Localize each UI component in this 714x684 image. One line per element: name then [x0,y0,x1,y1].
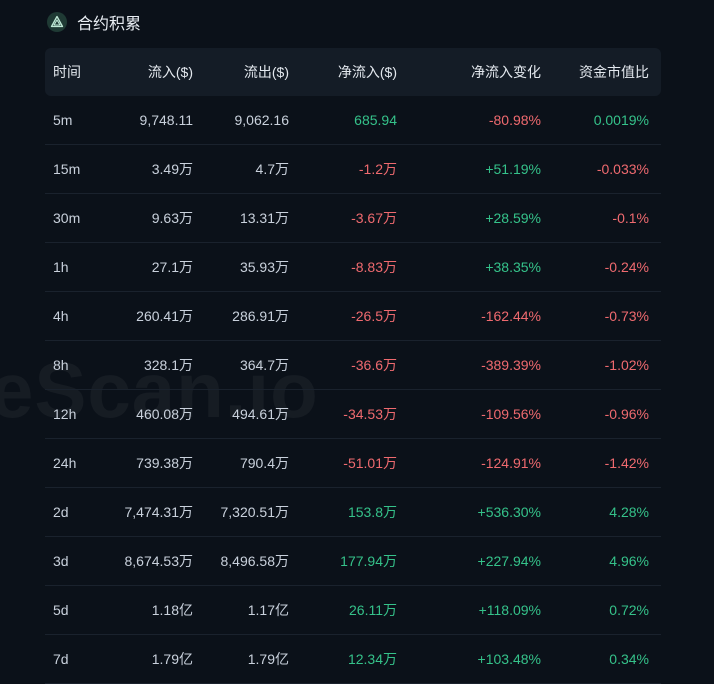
table-row: 3d 8,674.53万 8,496.58万 177.94万 +227.94% 4.96% [45,537,661,586]
cell-time: 4h [53,308,69,324]
cell-net-inflow-change: +28.59% [485,210,541,226]
cell-outflow: 35.93万 [239,259,289,275]
cell-inflow: 739.38万 [136,455,193,471]
cell-time: 24h [53,455,77,471]
cell-net-inflow: -1.2万 [358,161,397,177]
cell-fund-mcap-ratio: -0.033% [596,161,649,177]
cell-inflow: 260.41万 [136,308,193,324]
table-row: 12h 460.08万 494.61万 -34.53万 -109.56% -0.96% [45,390,661,439]
table-row: 15m 3.49万 4.7万 -1.2万 +51.19% -0.033% [45,145,661,194]
cell-net-inflow-change: -162.44% [481,308,541,324]
cell-net-inflow-change: +227.94% [477,553,541,569]
cell-fund-mcap-ratio: 0.0019% [593,112,649,128]
cell-outflow: 1.79亿 [247,651,289,667]
column-header-fund-mcap-ratio: 资金市值比 [579,64,649,80]
cell-net-inflow: 12.34万 [347,651,397,667]
cell-net-inflow-change: -389.39% [481,357,541,373]
cell-fund-mcap-ratio: -0.96% [604,406,649,422]
table-row: 2d 7,474.31万 7,320.51万 153.8万 +536.30% 4.28% [45,488,661,537]
cell-inflow: 9,748.11 [139,112,193,128]
column-header-outflow: 流出($) [243,64,289,80]
cell-inflow: 1.79亿 [151,651,193,667]
cell-time: 8h [53,357,69,373]
cell-net-inflow-change: -109.56% [481,406,541,422]
table-header-row: 时间 流入($) 流出($) 净流入($) 净流入变化 资金市值比 [45,48,661,96]
cell-fund-mcap-ratio: -1.42% [604,455,649,471]
table-row: 30m 9.63万 13.31万 -3.67万 +28.59% -0.1% [45,194,661,243]
cell-time: 5d [53,602,69,618]
cell-net-inflow: 26.11万 [349,602,397,618]
cell-net-inflow-change: +103.48% [477,651,541,667]
section-header: 合约积累 [47,10,141,34]
cell-outflow: 790.4万 [239,455,289,471]
table-row: 4h 260.41万 286.91万 -26.5万 -162.44% -0.73% [45,292,661,341]
table-row: 24h 739.38万 790.4万 -51.01万 -124.91% -1.42% [45,439,661,488]
cell-inflow: 3.49万 [151,161,193,177]
cell-fund-mcap-ratio: -1.02% [604,357,649,373]
cell-outflow: 1.17亿 [247,602,289,618]
contract-logo-icon [47,12,67,32]
column-header-net-inflow-change: 净流入变化 [471,64,541,80]
cell-net-inflow-change: +536.30% [477,504,541,520]
cell-net-inflow: -36.6万 [351,357,397,373]
cell-inflow: 9.63万 [151,210,193,226]
column-header-time: 时间 [53,64,81,80]
cell-net-inflow: -34.53万 [343,406,397,422]
cell-time: 5m [53,112,73,128]
cell-time: 12h [53,406,77,422]
cell-outflow: 4.7万 [255,161,289,177]
cell-time: 15m [53,161,81,177]
cell-net-inflow: -3.67万 [351,210,397,226]
cell-fund-mcap-ratio: 4.96% [609,553,649,569]
cell-outflow: 7,320.51万 [220,504,290,520]
cell-inflow: 7,474.31万 [124,504,194,520]
section-title: 合约积累 [77,16,142,33]
cell-net-inflow: 685.94 [354,112,397,128]
cell-outflow: 286.91万 [232,308,289,324]
cell-time: 3d [53,553,69,569]
table-row: 5d 1.18亿 1.17亿 26.11万 +118.09% 0.72% [45,586,661,635]
cell-outflow: 364.7万 [239,357,289,373]
cell-fund-mcap-ratio: 0.72% [609,602,649,618]
table-body: 5m 9,748.11 9,062.16 685.94 -80.98% 0.0019% 15… [45,96,661,684]
cell-net-inflow-change: +38.35% [485,259,541,275]
cell-inflow: 8,674.53万 [124,553,194,569]
cell-net-inflow-change: +118.09% [478,602,541,618]
column-header-inflow: 流入($) [147,64,193,80]
table-row: 1h 27.1万 35.93万 -8.83万 +38.35% -0.24% [45,243,661,292]
cell-net-inflow: -26.5万 [351,308,397,324]
cell-fund-mcap-ratio: -0.1% [612,210,649,226]
cell-fund-mcap-ratio: 0.34% [609,651,649,667]
cell-time: 7d [53,651,69,667]
cell-outflow: 494.61万 [232,406,289,422]
accumulation-table: 时间 流入($) 流出($) 净流入($) 净流入变化 资金市值比 5m 9,74… [45,48,661,684]
cell-net-inflow-change: -124.91% [481,455,541,471]
cell-fund-mcap-ratio: -0.73% [604,308,649,324]
cell-inflow: 1.18亿 [151,602,193,618]
cell-outflow: 8,496.58万 [220,553,290,569]
cell-net-inflow-change: +51.19% [485,161,541,177]
cell-outflow: 9,062.16 [234,112,290,128]
table-row: 5m 9,748.11 9,062.16 685.94 -80.98% 0.0019% [45,96,661,145]
table-row: 8h 328.1万 364.7万 -36.6万 -389.39% -1.02% [45,341,661,390]
cell-fund-mcap-ratio: -0.24% [604,259,649,275]
cell-net-inflow: -51.01万 [343,455,397,471]
cell-time: 2d [53,504,69,520]
cell-outflow: 13.31万 [239,210,289,226]
cell-net-inflow-change: -80.98% [488,112,541,128]
cell-fund-mcap-ratio: 4.28% [609,504,649,520]
cell-net-inflow: -8.83万 [351,259,397,275]
cell-net-inflow: 153.8万 [347,504,397,520]
cell-inflow: 328.1万 [143,357,193,373]
cell-time: 30m [53,210,81,226]
cell-inflow: 460.08万 [136,406,193,422]
column-header-net-inflow: 净流入($) [337,64,397,80]
cell-inflow: 27.1万 [151,259,193,275]
cell-net-inflow: 177.94万 [340,553,397,569]
cell-time: 1h [53,259,69,275]
